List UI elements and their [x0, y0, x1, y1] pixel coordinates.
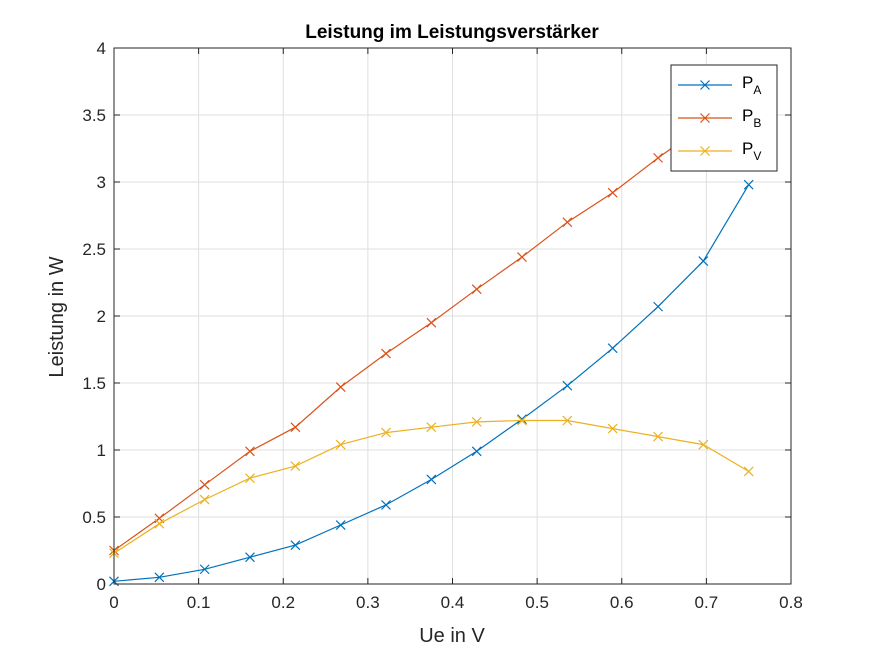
data-point [743, 179, 754, 190]
data-point [199, 479, 210, 490]
data-point [381, 427, 391, 438]
data-point [607, 423, 618, 434]
legend-label: PB [742, 106, 761, 130]
x-tick-label: 0 [109, 593, 118, 612]
data-point [562, 415, 573, 426]
y-tick-label: 1.5 [82, 374, 106, 393]
data-point [335, 520, 346, 530]
data-point [607, 343, 618, 354]
data-point [607, 187, 618, 198]
data-point [335, 382, 346, 392]
x-tick-label: 0.8 [779, 593, 803, 612]
data-point [517, 252, 527, 262]
data-point [426, 422, 437, 433]
data-point [245, 446, 255, 457]
data-point [471, 446, 482, 457]
axes [113, 47, 792, 585]
legend-item-A: PA [678, 73, 761, 97]
legend-item-V: PV [678, 139, 761, 163]
data-point [154, 518, 165, 529]
data-point [245, 473, 255, 484]
series-V [109, 415, 754, 559]
data-point [653, 152, 663, 163]
x-tick-label: 0.3 [356, 593, 380, 612]
series-B [109, 80, 754, 556]
data-point [245, 552, 255, 563]
x-axis-label: Ue in V [419, 625, 485, 647]
data-point [562, 217, 573, 228]
data-point [426, 474, 437, 485]
data-point [426, 317, 437, 328]
y-tick-label: 3 [97, 173, 106, 192]
y-tick-label: 4 [97, 39, 106, 58]
axes-box [113, 47, 792, 585]
tick-labels: 0 0.1 0.2 0.3 0.4 0.5 0.6 0.7 0.8 0 0.5 1 1.5 2 2.5 3 3.… [82, 39, 802, 612]
data-point [698, 439, 709, 450]
x-tick-label: 0.2 [271, 593, 295, 612]
legend-swatch-marker [700, 80, 710, 90]
y-tick-label: 1 [97, 441, 106, 460]
data-point [562, 380, 573, 391]
data-point [335, 439, 346, 450]
y-tick-label: 2.5 [82, 240, 106, 259]
data-point [381, 500, 391, 510]
y-tick-label: 2 [97, 307, 106, 326]
legend-label: PV [742, 139, 761, 163]
legend-swatch-marker [700, 146, 710, 156]
data-point [653, 431, 663, 442]
y-tick-label: 0 [97, 575, 106, 594]
data-point [199, 564, 210, 575]
data-point [290, 422, 301, 433]
data-point [290, 540, 301, 551]
legend-label: PA [742, 73, 761, 97]
data-point [154, 572, 165, 583]
data-point [517, 414, 527, 425]
data-point [517, 415, 527, 426]
data-point [381, 348, 391, 359]
data-point [471, 416, 482, 427]
x-tick-label: 0.1 [187, 593, 211, 612]
data-point [653, 301, 663, 312]
data-point [290, 461, 301, 472]
data-point [743, 466, 754, 477]
legend: PA PB PV [670, 64, 778, 172]
x-tick-label: 0.4 [441, 593, 465, 612]
legend-swatch-marker [700, 113, 710, 123]
y-axis-label: Leistung in W [46, 256, 68, 377]
x-tick-label: 0.7 [695, 593, 719, 612]
y-tick-label: 0.5 [82, 508, 106, 527]
y-tick-label: 3.5 [82, 106, 106, 125]
legend-item-B: PB [678, 106, 761, 130]
data-point [199, 494, 210, 505]
chart-title: Leistung im Leistungsverstärker [305, 22, 599, 43]
x-tick-label: 0.5 [525, 593, 549, 612]
data-point [698, 256, 709, 266]
x-tick-label: 0.6 [610, 593, 634, 612]
data-point [471, 284, 482, 295]
